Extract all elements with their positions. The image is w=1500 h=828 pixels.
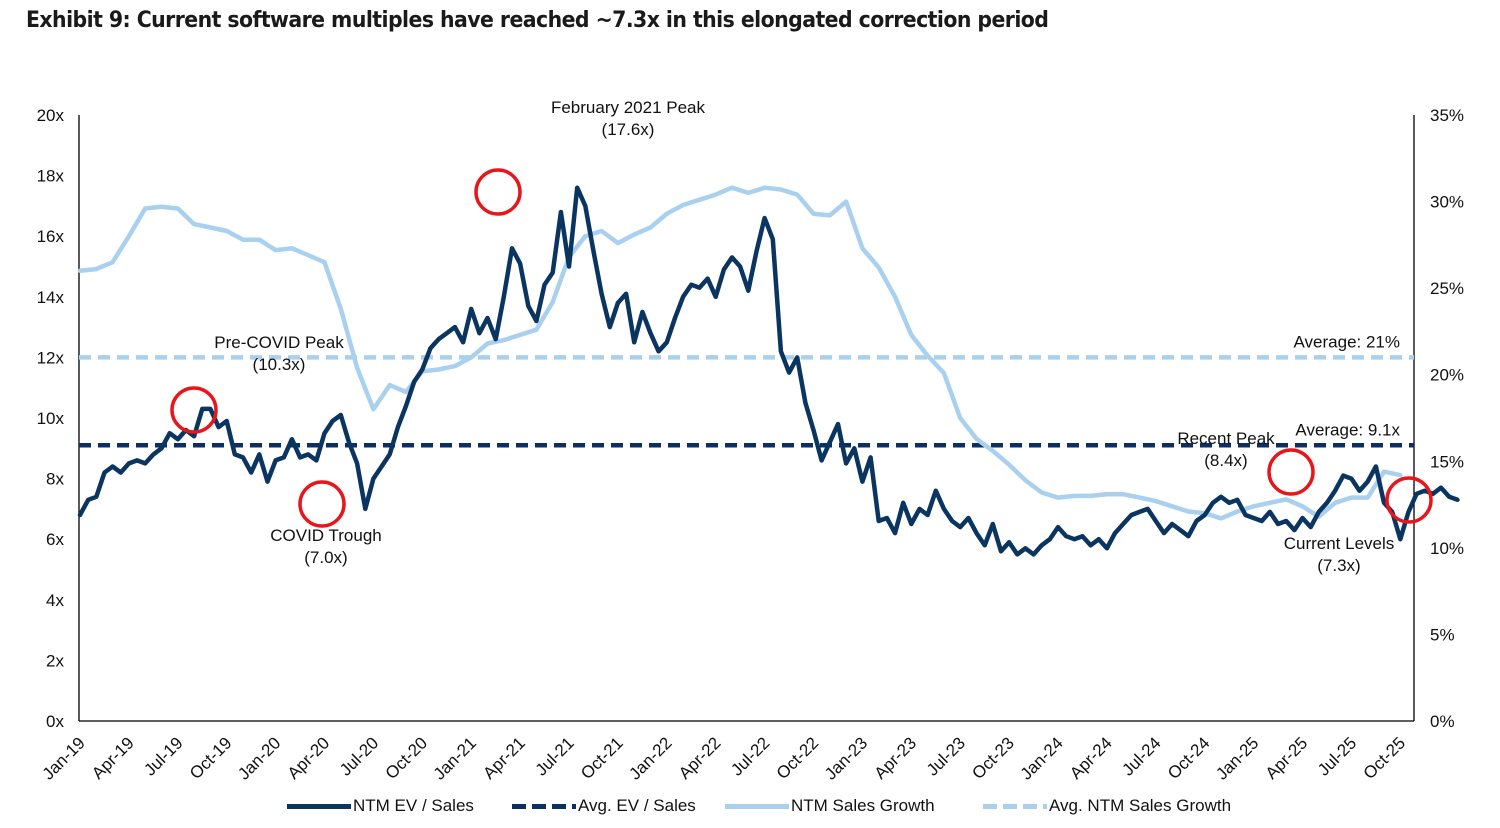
y-right-tick-label: 25% bbox=[1430, 279, 1464, 298]
legend: NTM EV / Sales Avg. EV / Sales NTM Sales… bbox=[0, 796, 1500, 820]
legend-label: NTM EV / Sales bbox=[353, 796, 474, 815]
avg-ev-sales-label: Average: 9.1x bbox=[1295, 420, 1400, 439]
y-right-tick-label: 10% bbox=[1430, 539, 1464, 558]
legend-item-avg-ev-sales: Avg. EV / Sales bbox=[512, 796, 696, 816]
annotation-value: (10.3x) bbox=[253, 355, 306, 374]
x-tick-label: Apr-19 bbox=[88, 733, 138, 783]
ntm-ev-sales-line bbox=[77, 185, 1460, 557]
annotation-circle bbox=[170, 386, 218, 434]
x-tick-label: Oct-21 bbox=[577, 733, 627, 783]
x-tick-label: Jul-23 bbox=[923, 733, 969, 779]
x-tick-label: Jul-19 bbox=[140, 733, 186, 779]
annotation-value: (7.0x) bbox=[304, 548, 347, 567]
x-tick-label: Apr-25 bbox=[1262, 733, 1312, 783]
chart-title: Exhibit 9: Current software multiples ha… bbox=[26, 8, 1049, 33]
x-tick-label: Jan-24 bbox=[1017, 733, 1067, 783]
x-tick-label: Oct-22 bbox=[773, 733, 823, 783]
y-right-tick-label: 20% bbox=[1430, 366, 1464, 385]
x-tick-label: Jul-21 bbox=[532, 733, 578, 779]
legend-swatch-dashed-light bbox=[983, 803, 1047, 809]
annotation-label: February 2021 Peak bbox=[551, 98, 706, 117]
annotation-circle bbox=[1267, 448, 1315, 496]
y-right-tick-label: 35% bbox=[1430, 106, 1464, 125]
x-tick-label: Oct-24 bbox=[1164, 733, 1214, 783]
legend-label: NTM Sales Growth bbox=[791, 796, 935, 815]
annotation-circle bbox=[298, 480, 346, 528]
y-left-tick-label: 14x bbox=[37, 288, 65, 307]
average-lines: Average: 9.1x Average: 21% bbox=[79, 332, 1414, 448]
x-tick-label: Oct-25 bbox=[1360, 733, 1410, 783]
annotation-label: Recent Peak bbox=[1177, 429, 1275, 448]
y-left-tick-label: 16x bbox=[37, 227, 65, 246]
x-tick-label: Jan-19 bbox=[39, 733, 89, 783]
x-tick-label: Jan-21 bbox=[430, 733, 480, 783]
legend-swatch-solid-dark bbox=[287, 803, 351, 809]
y-right-tick-label: 0% bbox=[1430, 712, 1455, 731]
ntm-sales-growth-line bbox=[77, 185, 1403, 521]
avg-sales-growth-label: Average: 21% bbox=[1294, 332, 1400, 351]
x-tick-label: Jul-25 bbox=[1314, 733, 1360, 779]
x-tick-label: Apr-20 bbox=[284, 733, 334, 783]
y-left-tick-label: 0x bbox=[46, 712, 64, 731]
x-tick-label: Apr-21 bbox=[479, 733, 529, 783]
y-right-tick-label: 15% bbox=[1430, 452, 1464, 471]
y-left-tick-label: 2x bbox=[46, 651, 64, 670]
annotation-circle bbox=[1385, 476, 1433, 524]
series-lines bbox=[77, 185, 1460, 557]
x-tick-label: Jul-24 bbox=[1118, 733, 1164, 779]
legend-swatch-dashed-dark bbox=[512, 803, 576, 809]
legend-label: Avg. NTM Sales Growth bbox=[1049, 796, 1232, 815]
annotation-label: COVID Trough bbox=[270, 526, 382, 545]
legend-swatch-solid-light bbox=[725, 803, 789, 809]
y-right-tick-label: 30% bbox=[1430, 193, 1464, 212]
annotation-label: Current Levels bbox=[1284, 534, 1395, 553]
x-tick-label: Jan-20 bbox=[234, 733, 284, 783]
y-left-tick-label: 4x bbox=[46, 591, 64, 610]
x-tick-label: Jan-25 bbox=[1212, 733, 1262, 783]
axes bbox=[78, 115, 1415, 722]
y-left-tick-label: 10x bbox=[37, 409, 65, 428]
x-tick-label: Apr-22 bbox=[675, 733, 725, 783]
x-tick-label: Oct-23 bbox=[968, 733, 1018, 783]
y-left-tick-label: 8x bbox=[46, 470, 64, 489]
legend-label: Avg. EV / Sales bbox=[578, 796, 696, 815]
annotation-value: (17.6x) bbox=[602, 120, 655, 139]
y-left-tick-label: 12x bbox=[37, 348, 65, 367]
x-tick-label: Jan-22 bbox=[625, 733, 675, 783]
legend-item-ntm-sales-growth: NTM Sales Growth bbox=[725, 796, 935, 816]
x-tick-label: Apr-24 bbox=[1066, 733, 1116, 783]
legend-item-avg-ntm-sales-growth: Avg. NTM Sales Growth bbox=[983, 796, 1231, 816]
x-tick-label: Oct-20 bbox=[382, 733, 432, 783]
x-tick-label: Jul-20 bbox=[336, 733, 382, 779]
y-left-tick-label: 18x bbox=[37, 167, 65, 186]
x-tick-label: Jan-23 bbox=[821, 733, 871, 783]
y-axis-right-ticks: 0% 5% 10% 15% 20% 25% 30% 35% bbox=[1430, 106, 1464, 731]
y-left-tick-label: 20x bbox=[37, 106, 65, 125]
annotation-value: (8.4x) bbox=[1204, 451, 1247, 470]
y-left-tick-label: 6x bbox=[46, 530, 64, 549]
legend-item-ntm-ev-sales: NTM EV / Sales bbox=[287, 796, 474, 816]
annotation-label: Pre-COVID Peak bbox=[214, 333, 344, 352]
annotation-circle bbox=[474, 168, 522, 216]
annotations: Pre-COVID Peak (10.3x) COVID Trough (7.0x) F… bbox=[170, 98, 1433, 575]
annotation-value: (7.3x) bbox=[1317, 556, 1360, 575]
y-right-tick-label: 5% bbox=[1430, 625, 1455, 644]
x-tick-label: Apr-23 bbox=[871, 733, 921, 783]
x-tick-label: Jul-22 bbox=[727, 733, 773, 779]
x-tick-label: Oct-19 bbox=[186, 733, 236, 783]
y-axis-left-ticks: 0x 2x 4x 6x 8x 10x 12x 14x 16x 18x 20x bbox=[37, 106, 65, 731]
